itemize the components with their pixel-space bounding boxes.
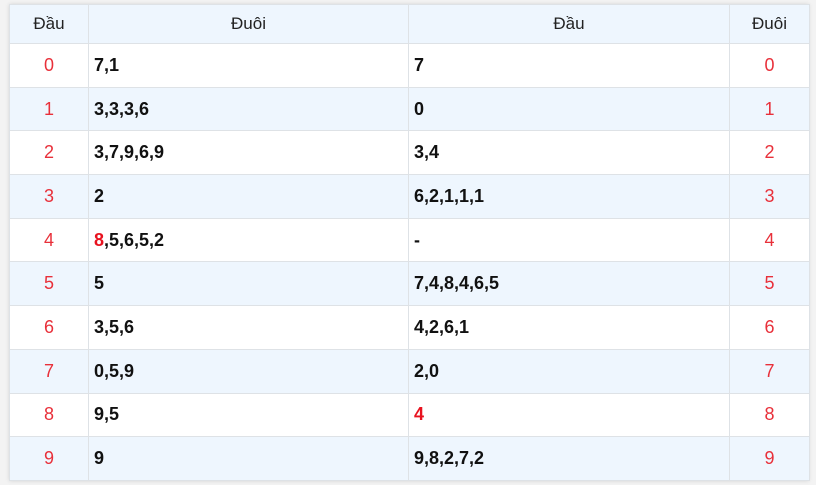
tail-digits-cell: 9 xyxy=(88,436,409,481)
digits-text: 0,5,9 xyxy=(94,360,135,381)
tail-digit-right: 4 xyxy=(729,217,810,263)
header-dau-left: Đầu xyxy=(9,4,89,44)
tail-digit-right: 6 xyxy=(729,305,810,350)
digits-text: 7 xyxy=(414,54,425,75)
tail-digits-cell: 3,3,3,6 xyxy=(88,86,409,132)
digits-text: - xyxy=(414,229,420,250)
table-row: 2 3,7,9,6,9 3,4 2 xyxy=(9,130,810,176)
highlighted-digit: 8 xyxy=(94,229,105,250)
head-digit-left: 7 xyxy=(9,348,89,394)
tail-digit-right: 9 xyxy=(729,436,810,481)
loto-head-tail-table: Đầu Đuôi Đầu Đuôi 0 7,1 7 0 1 3,3,3,6 0 1 2 3,7,9… xyxy=(9,4,810,481)
head-digits-cell: 3,4 xyxy=(408,130,730,176)
table-header-row: Đầu Đuôi Đầu Đuôi xyxy=(9,4,810,44)
tail-digit-right: 1 xyxy=(729,86,810,132)
head-digits-cell: 2,0 xyxy=(408,348,730,394)
digits-text: 6,2,1,1,1 xyxy=(414,185,485,206)
tail-digit-right: 5 xyxy=(729,261,810,307)
loto-table-container: Đầu Đuôi Đầu Đuôi 0 7,1 7 0 1 3,3,3,6 0 1 2 3,7,9… xyxy=(9,4,810,481)
tail-digits-cell: 3,5,6 xyxy=(88,305,409,350)
head-digit-left: 3 xyxy=(9,174,89,219)
head-digit-left: 5 xyxy=(9,261,89,307)
head-digit-left: 9 xyxy=(9,436,89,481)
tail-digit-right: 3 xyxy=(729,174,810,219)
table-row: 9 9 9,8,2,7,2 9 xyxy=(9,436,810,481)
digits-text: 0 xyxy=(414,98,425,119)
digits-text: 4,2,6,1 xyxy=(414,316,470,337)
digits-text: 3,7,9,6,9 xyxy=(94,142,165,163)
digits-text: 9,8,2,7,2 xyxy=(414,448,485,469)
head-digit-left: 4 xyxy=(9,217,89,263)
tail-digit-right: 0 xyxy=(729,43,810,88)
head-digits-cell: 7,4,8,4,6,5 xyxy=(408,261,730,307)
highlighted-digit: 4 xyxy=(414,404,425,425)
tail-digit-right: 7 xyxy=(729,348,810,394)
head-digit-left: 8 xyxy=(9,392,89,438)
table-row: 3 2 6,2,1,1,1 3 xyxy=(9,174,810,219)
table-row: 4 8,5,6,5,2-4 xyxy=(9,217,810,263)
digits-text: 3,3,3,6 xyxy=(94,98,150,119)
table-row: 0 7,1 7 0 xyxy=(9,43,810,88)
digits-text: 7,1 xyxy=(94,54,120,75)
digits-text: ,5,6,5,2 xyxy=(104,229,165,250)
head-digits-cell: 0 xyxy=(408,86,730,132)
table-row: 8 9,5 4 8 xyxy=(9,392,810,438)
digits-text: 9,5 xyxy=(94,404,120,425)
digits-text: 2 xyxy=(94,185,105,206)
tail-digits-cell: 7,1 xyxy=(88,43,409,88)
tail-digits-cell: 0,5,9 xyxy=(88,348,409,394)
digits-text: 2,0 xyxy=(414,360,440,381)
head-digit-left: 6 xyxy=(9,305,89,350)
head-digits-cell: - xyxy=(408,217,730,263)
header-duoi-right: Đuôi xyxy=(729,4,810,44)
digits-text: 3,4 xyxy=(414,142,440,163)
head-digit-left: 1 xyxy=(9,86,89,132)
header-dau-right: Đầu xyxy=(408,4,730,44)
header-duoi-left: Đuôi xyxy=(88,4,409,44)
tail-digits-cell: 2 xyxy=(88,174,409,219)
head-digits-cell: 9,8,2,7,2 xyxy=(408,436,730,481)
head-digits-cell: 7 xyxy=(408,43,730,88)
head-digits-cell: 6,2,1,1,1 xyxy=(408,174,730,219)
head-digit-left: 0 xyxy=(9,43,89,88)
tail-digits-cell: 8,5,6,5,2 xyxy=(88,217,409,263)
table-row: 7 0,5,9 2,0 7 xyxy=(9,348,810,394)
head-digits-cell: 4,2,6,1 xyxy=(408,305,730,350)
tail-digits-cell: 9,5 xyxy=(88,392,409,438)
digits-text: 3,5,6 xyxy=(94,316,135,337)
digits-text: 9 xyxy=(94,448,105,469)
tail-digit-right: 8 xyxy=(729,392,810,438)
table-row: 5 5 7,4,8,4,6,5 5 xyxy=(9,261,810,307)
digits-text: 5 xyxy=(94,273,105,294)
table-row: 6 3,5,6 4,2,6,1 6 xyxy=(9,305,810,350)
tail-digit-right: 2 xyxy=(729,130,810,176)
tail-digits-cell: 3,7,9,6,9 xyxy=(88,130,409,176)
head-digit-left: 2 xyxy=(9,130,89,176)
tail-digits-cell: 5 xyxy=(88,261,409,307)
head-digits-cell: 4 xyxy=(408,392,730,438)
digits-text: 7,4,8,4,6,5 xyxy=(414,273,500,294)
table-row: 1 3,3,3,6 0 1 xyxy=(9,86,810,132)
